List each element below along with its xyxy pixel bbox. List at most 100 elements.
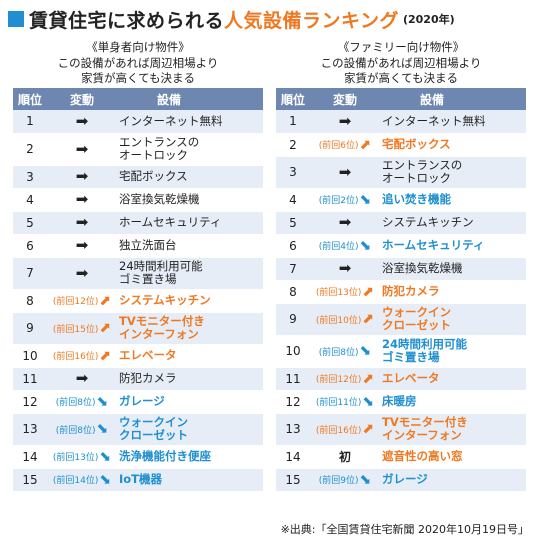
arrow-right-icon: ➡ <box>75 190 89 208</box>
table-row: 7 ➡ 24時間利用可能 ゴミ置き場 <box>13 257 263 290</box>
rank-cell: 10 <box>13 344 47 368</box>
rank-cell: 6 <box>276 234 310 258</box>
previous-rank-label: (前回13位) <box>52 453 99 463</box>
title-square-icon <box>8 11 24 27</box>
rank-cell: 2 <box>13 133 47 166</box>
rank-cell: 13 <box>276 413 310 446</box>
header-rank: 順位 <box>13 88 47 110</box>
single-ranking-panel: 《単身者向け物件》 この設備があれば周辺相場より 家賃が高くても決まる 順位 変… <box>13 40 263 492</box>
facility-name-line: 浴室換気乾燥機 <box>119 192 200 206</box>
change-cell: ➡ <box>47 211 117 235</box>
rank-cell: 5 <box>13 211 47 235</box>
table-row: 8 (前回13位) ⬈ 防犯カメラ <box>276 280 526 304</box>
rank-cell: 3 <box>276 156 310 189</box>
arrow-up-right-icon: ⬈ <box>99 347 112 364</box>
facility-name-line: ウォークイン <box>382 305 451 319</box>
rank-cell: 14 <box>276 445 310 469</box>
change-cell: (前回13位) ⬈ <box>310 280 380 304</box>
arrow-right-icon: ➡ <box>339 113 352 128</box>
facility-name-line: 追い焚き機能 <box>382 192 451 206</box>
facility-cell: 洗浄機能付き便座 <box>117 445 263 469</box>
arrow-down-right-icon: ⬊ <box>359 343 372 359</box>
table-row: 1 ➡ インターネット無料 <box>13 110 263 134</box>
facility-name-line: システムキッチン <box>382 215 474 229</box>
arrow-down-right-icon: ⬊ <box>359 191 372 208</box>
arrow-right-icon: ➡ <box>76 371 89 386</box>
table-row: 14 (前回13位) ⬊ 洗浄機能付き便座 <box>13 445 263 469</box>
arrow-right-icon: ➡ <box>75 236 89 254</box>
header-facility: 設備 <box>117 88 263 110</box>
change-cell: 初 <box>310 445 380 469</box>
table-row: 9 (前回15位) ⬈ TVモニター付き インターフォン <box>13 312 263 345</box>
arrow-right-icon: ➡ <box>75 263 89 282</box>
table-row: 8 (前回12位) ⬈ システムキッチン <box>13 289 263 313</box>
single-heading: 《単身者向け物件》 この設備があれば周辺相場より 家賃が高くても決まる <box>13 40 263 88</box>
change-cell: ➡ <box>47 110 117 134</box>
table-row: 15 (前回9位) ⬊ ガレージ <box>276 468 526 492</box>
table-row: 6 ➡ 独立洗面台 <box>13 234 263 258</box>
facility-name-line: 防犯カメラ <box>119 371 177 385</box>
rank-cell: 7 <box>13 257 47 290</box>
facility-name-line: 床暖房 <box>382 394 417 408</box>
facility-name-line: エレベータ <box>119 348 177 362</box>
facility-name-line: 防犯カメラ <box>382 284 440 298</box>
rank-cell: 8 <box>13 289 47 313</box>
facility-cell: 防犯カメラ <box>380 280 526 304</box>
previous-rank-label: (前回2位) <box>318 196 359 206</box>
change-indicator: (前回2位) ⬊ <box>319 193 371 207</box>
facility-cell: インターネット無料 <box>117 110 263 134</box>
arrow-right-icon: ➡ <box>75 236 89 254</box>
facility-name-line: エントランスの <box>382 158 463 172</box>
family-heading-line2: この設備があれば周辺相場より <box>320 55 482 70</box>
previous-rank-label: (前回12位) <box>315 375 362 385</box>
facility-name-line: インターネット無料 <box>119 113 223 128</box>
facility-name-line: ゴミ置き場 <box>382 350 440 364</box>
previous-rank-label: (前回15位) <box>52 324 99 335</box>
rank-cell: 4 <box>13 188 47 212</box>
family-ranking-panel: 《ファミリー向け物件》 この設備があれば周辺相場より 家賃が高くても決まる 順位… <box>276 40 526 492</box>
facility-name-line: 24時間利用可能 <box>382 337 468 351</box>
facility-name-line: ウォークイン <box>119 415 188 429</box>
change-cell: (前回14位) ⬊ <box>47 468 117 492</box>
change-indicator: (前回13位) ⬈ <box>316 285 374 299</box>
rank-cell: 13 <box>13 413 47 446</box>
table-row: 13 (前回16位) ⬈ TVモニター付き インターフォン <box>276 413 526 446</box>
family-heading-line1: 《ファミリー向け物件》 <box>337 40 465 54</box>
header-facility: 設備 <box>380 88 526 110</box>
previous-rank-label: (前回6位) <box>318 141 359 151</box>
change-cell: (前回4位) ⬊ <box>310 234 380 258</box>
facility-cell: 遮音性の高い窓 <box>380 445 526 469</box>
rank-cell: 15 <box>276 468 310 492</box>
facility-cell: ホームセキュリティ <box>380 234 526 258</box>
arrow-down-right-icon: ⬊ <box>99 448 112 465</box>
change-indicator: (前回16位) ⬈ <box>316 422 374 436</box>
table-row: 13 (前回8位) ⬊ ウォークイン クローゼット <box>13 413 263 446</box>
change-cell: ➡ <box>47 188 117 212</box>
change-cell: (前回8位) ⬊ <box>47 390 117 414</box>
facility-cell: エントランスの オートロック <box>117 133 263 166</box>
arrow-right-icon: ➡ <box>75 111 89 130</box>
title-year: (2020年) <box>402 13 455 26</box>
change-cell: ➡ <box>47 257 117 290</box>
facility-cell: 宅配ボックス <box>380 133 526 157</box>
table-row: 4 ➡ 浴室換気乾燥機 <box>13 188 263 212</box>
facility-cell: 浴室換気乾燥機 <box>117 188 263 212</box>
arrow-right-icon: ➡ <box>75 190 89 208</box>
title-part2: 人気設備ランキング <box>224 9 399 32</box>
facility-name-line: 洗浄機能付き便座 <box>119 449 211 463</box>
table-row: 12 (前回11位) ⬊ 床暖房 <box>276 390 526 414</box>
previous-rank-label: (前回9位) <box>318 476 359 486</box>
rank-cell: 11 <box>13 367 47 391</box>
change-cell: (前回9位) ⬊ <box>310 468 380 492</box>
arrow-up-right-icon: ⬈ <box>99 292 112 309</box>
change-indicator: (前回8位) ⬊ <box>56 395 108 409</box>
arrow-down-right-icon: ⬊ <box>359 237 372 254</box>
change-indicator: (前回11位) ⬊ <box>316 395 374 409</box>
facility-cell: 24時間利用可能 ゴミ置き場 <box>117 257 263 290</box>
change-cell: (前回12位) ⬈ <box>47 289 117 313</box>
arrow-up-right-icon: ⬈ <box>359 136 372 153</box>
arrow-up-right-icon: ⬈ <box>362 283 375 300</box>
rank-cell: 7 <box>276 257 310 281</box>
facility-name-line: ガレージ <box>119 394 165 408</box>
change-cell: (前回15位) ⬈ <box>47 312 117 345</box>
